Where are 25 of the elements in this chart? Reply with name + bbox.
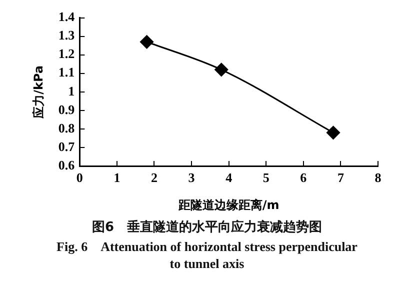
y-tick-label: 1.3 — [58, 28, 76, 43]
y-tick-label: 1.4 — [58, 9, 76, 24]
x-tick-label: 7 — [337, 170, 344, 186]
y-axis-title: 应力/kPa — [31, 65, 46, 120]
x-tick-label: 0 — [76, 170, 83, 186]
point — [326, 126, 340, 140]
x-axis-title: 距隧道边缘距离/m — [177, 198, 280, 212]
x-tick-label: 3 — [188, 170, 196, 186]
point — [140, 35, 154, 49]
text: Fig. 6 Attenuation of horizontal stress perpendicular to tunnel axis — [56, 238, 358, 272]
y-tick-label: 0.9 — [58, 102, 76, 117]
y-tick-label: 0.7 — [58, 138, 76, 154]
x-tick-label: 8 — [374, 170, 382, 186]
x-tick-label: 4 — [226, 170, 233, 186]
y-tick-label: 1.2 — [58, 46, 75, 62]
x-tick-label: 5 — [262, 170, 270, 186]
x-tick-label: 1 — [114, 170, 120, 186]
text: 图6 垂直隧道的水平向应力衰减趋势图 — [90, 218, 324, 236]
x-tick-label: 6 — [300, 170, 308, 186]
y-tick-label: 1.1 — [58, 64, 75, 80]
x-tick-label: 2 — [150, 170, 158, 186]
y-tick-label: 1 — [68, 83, 75, 98]
y-tick-label: 0.8 — [58, 120, 76, 136]
point — [214, 62, 228, 76]
y-tick-label: 0.6 — [58, 157, 76, 172]
